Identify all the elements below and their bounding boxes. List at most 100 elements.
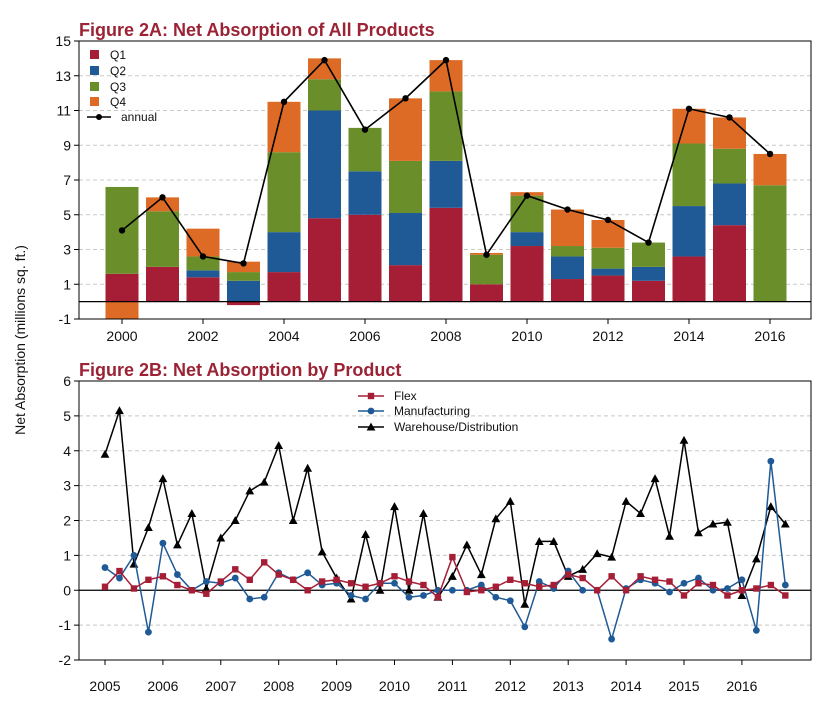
bar-q1-2007 xyxy=(389,265,422,302)
warehouse-distribution-point xyxy=(476,570,486,579)
legend-swatch-q4 xyxy=(90,97,99,106)
flex-point xyxy=(174,581,181,589)
bar-q1-2002 xyxy=(186,277,220,302)
figure-2a-xtick-label: 2006 xyxy=(349,328,380,344)
figure-2b-xtick-label: 2013 xyxy=(553,678,584,694)
warehouse-distribution-point xyxy=(375,585,385,594)
figure-2a-xtick-label: 2010 xyxy=(511,328,542,344)
warehouse-distribution-point xyxy=(694,528,703,537)
manufacturing-point xyxy=(246,595,254,603)
figure-2b-ytick-label: 2 xyxy=(63,513,71,529)
manufacturing-point xyxy=(362,595,369,603)
figure-2b-xtick-label: 2011 xyxy=(437,678,467,694)
bar-q1-2009 xyxy=(470,284,503,302)
flex-point xyxy=(478,587,485,594)
bar-q3-2007 xyxy=(389,160,422,214)
manufacturing-point xyxy=(666,588,673,596)
manufacturing-point xyxy=(101,564,109,571)
bar-q1-2013 xyxy=(632,280,665,302)
bar-q1-2006 xyxy=(348,214,382,302)
annual-point-2000 xyxy=(118,227,126,234)
manufacturing-point xyxy=(477,581,485,589)
flex-point xyxy=(767,581,775,589)
figure-2a-xtick-label: 2016 xyxy=(754,328,785,344)
figure-2a-annual-line xyxy=(118,56,774,267)
manufacturing-point xyxy=(231,574,239,582)
warehouse-distribution-point xyxy=(390,502,399,511)
annual-point-2008 xyxy=(442,56,450,64)
bar-q4-2015 xyxy=(713,117,746,149)
manufacturing-point xyxy=(405,593,413,601)
flex-point xyxy=(391,573,398,580)
legend-swatch-q1 xyxy=(90,50,99,59)
figure-2b-gridlines xyxy=(79,415,811,626)
warehouse-distribution-series-line xyxy=(104,410,786,605)
flex-point xyxy=(753,585,760,592)
manufacturing-point xyxy=(420,592,427,599)
manufacturing-point xyxy=(391,579,398,587)
bar-q3-2001 xyxy=(146,211,179,267)
bar-q1-2008 xyxy=(429,207,463,302)
flex-point xyxy=(188,587,196,594)
flex-point xyxy=(695,580,702,587)
annual-point-2010 xyxy=(523,192,531,199)
manufacturing-point xyxy=(752,626,760,634)
figure-2a-ytick-label: 3 xyxy=(63,242,71,258)
warehouse-distribution-point xyxy=(158,474,168,483)
figure-2a-ytick-label: 13 xyxy=(55,68,71,84)
bar-q4-2001 xyxy=(146,197,179,212)
legend-marker-warehouse-distribution xyxy=(366,422,376,431)
figure-2a-ytick-label: -1 xyxy=(59,311,72,327)
flex-point xyxy=(521,580,528,587)
figure-2b-xtick-label: 2010 xyxy=(379,678,410,694)
figure-2a-ytick-label: 5 xyxy=(63,207,71,223)
flex-point xyxy=(130,585,138,592)
flex-point xyxy=(232,566,239,573)
figure-2b-xtick-label: 2007 xyxy=(205,678,236,694)
figure-2a-xtick-label: 2008 xyxy=(430,328,461,344)
bar-q3-2016 xyxy=(753,185,787,302)
flex-point xyxy=(333,576,340,583)
flex-point xyxy=(492,583,500,590)
flex-point xyxy=(405,578,413,585)
bar-q3-2015 xyxy=(713,148,746,184)
flex-point xyxy=(246,576,253,583)
figure-2a-xtick-label: 2002 xyxy=(187,328,218,344)
manufacturing-point xyxy=(767,457,775,465)
warehouse-distribution-point xyxy=(172,540,182,549)
bar-q3-2011 xyxy=(551,246,584,257)
bar-q2-2012 xyxy=(591,268,625,276)
legend-label-q2: Q2 xyxy=(110,64,126,78)
figure-2a-xtick-label: 2014 xyxy=(673,328,704,344)
annual-point-2014 xyxy=(685,105,693,112)
bar-q1-2015 xyxy=(713,225,746,302)
figure-2b-xtick-label: 2012 xyxy=(495,678,526,694)
flex-point xyxy=(536,583,543,590)
flex-point xyxy=(593,587,601,594)
manufacturing-point xyxy=(347,592,355,599)
warehouse-distribution-point xyxy=(201,584,211,593)
manufacturing-point xyxy=(738,576,746,584)
flex-point xyxy=(449,553,456,561)
bar-q3-2013 xyxy=(632,242,665,267)
warehouse-distribution-point xyxy=(650,474,660,483)
bar-q1-2003 xyxy=(227,301,260,306)
warehouse-distribution-point xyxy=(766,502,776,511)
warehouse-distribution-point xyxy=(303,463,313,472)
flex-point xyxy=(550,581,557,589)
bar-q2-2007 xyxy=(389,213,422,266)
bar-q2-2003 xyxy=(227,280,260,302)
legend-label-manufacturing: Manufacturing xyxy=(394,404,470,418)
flex-point xyxy=(507,576,514,583)
warehouse-distribution-point xyxy=(636,509,645,518)
flex-point xyxy=(651,576,659,583)
flex-point xyxy=(709,581,717,589)
bar-q2-2014 xyxy=(672,206,706,257)
warehouse-distribution-point xyxy=(448,571,457,580)
bar-q4-2014 xyxy=(672,108,706,144)
annual-point-2012 xyxy=(604,216,612,224)
figure-2b-xtick-label: 2014 xyxy=(611,678,642,694)
